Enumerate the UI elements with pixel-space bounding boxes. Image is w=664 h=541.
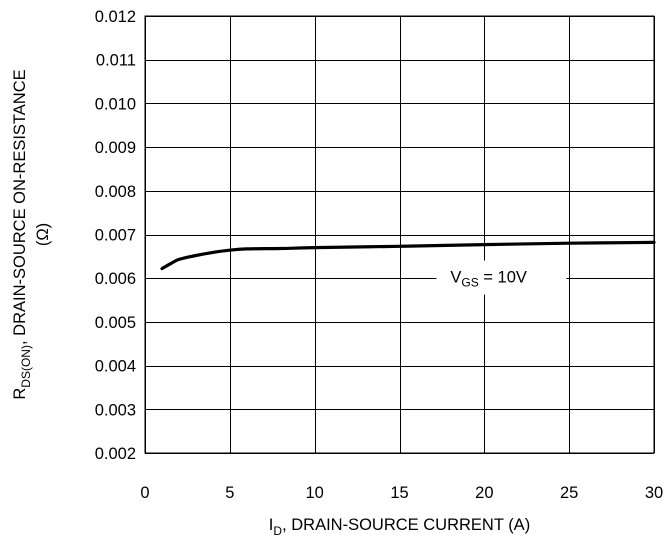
x-axis-title-subscript: D (273, 524, 282, 538)
grid-lines (145, 16, 655, 454)
series-layer (160, 240, 656, 271)
x-tick-label: 30 (645, 484, 663, 502)
y-tick-label: 0.010 (95, 95, 136, 113)
y-axis-title: RDS(ON), DRAIN-SOURCE ON-RESISTANCE (11, 69, 33, 399)
annotation-background (436, 260, 567, 295)
annotation-subscript: GS (461, 276, 478, 290)
y-axis-title-subscript: DS(ON) (19, 345, 33, 388)
x-tick-label: 10 (305, 484, 323, 502)
y-tick-label: 0.012 (95, 8, 136, 26)
y-axis-unit: (Ω) (34, 223, 52, 246)
x-tick-label: 20 (475, 484, 493, 502)
annotation-main: V (450, 269, 461, 287)
annotation-rest: = 10V (479, 269, 527, 287)
y-tick-label: 0.002 (95, 445, 136, 463)
x-tick-label: 15 (390, 484, 408, 502)
y-tick-label: 0.009 (95, 139, 136, 157)
x-axis-title: ID, DRAIN-SOURCE CURRENT (A) (269, 516, 530, 538)
y-axis-title-main: R (11, 388, 29, 400)
y-axis-title-rest: , DRAIN-SOURCE ON-RESISTANCE (11, 69, 29, 345)
y-tick-label: 0.011 (96, 52, 136, 70)
y-tick-label: 0.008 (95, 183, 136, 201)
series-line-0 (160, 240, 656, 271)
y-tick-label: 0.006 (95, 270, 136, 288)
x-axis-title-rest: , DRAIN-SOURCE CURRENT (A) (282, 516, 530, 534)
y-tick-label: 0.007 (95, 227, 136, 245)
x-tick-labels: 0 5 10 15 20 25 30 (140, 484, 663, 502)
x-axis-title-main: I (269, 516, 274, 534)
y-tick-labels: 0.002 0.003 0.004 0.005 0.006 0.007 0.008 0.009… (95, 8, 136, 463)
y-tick-label: 0.005 (95, 314, 136, 332)
y-tick-label: 0.004 (95, 358, 136, 376)
x-tick-label: 5 (225, 484, 234, 502)
plot-frame (144, 15, 655, 454)
annotation-text: VGS = 10V (450, 269, 527, 290)
y-tick-label: 0.003 (95, 401, 136, 419)
annotation-vgs: VGS = 10V (436, 260, 567, 295)
x-tick-label: 0 (140, 484, 149, 502)
x-tick-label: 25 (560, 484, 578, 502)
